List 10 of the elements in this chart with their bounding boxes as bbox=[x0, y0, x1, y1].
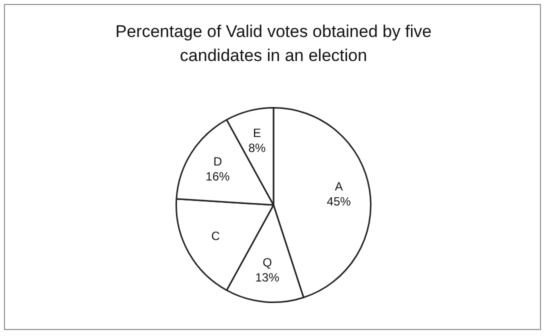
slice-label: A bbox=[334, 179, 343, 194]
slice-label: E bbox=[253, 126, 262, 140]
data-label: 8% bbox=[248, 140, 266, 155]
slice-label: C bbox=[211, 229, 220, 244]
slice-label: D bbox=[213, 154, 222, 168]
chart-title: Percentage of Valid votes obtained by five candidates in an election bbox=[114, 21, 433, 67]
data-label: 45% bbox=[326, 194, 352, 208]
data-label: 13% bbox=[255, 270, 280, 285]
data-label: 16% bbox=[206, 169, 230, 184]
slice-label: Q bbox=[262, 256, 272, 270]
